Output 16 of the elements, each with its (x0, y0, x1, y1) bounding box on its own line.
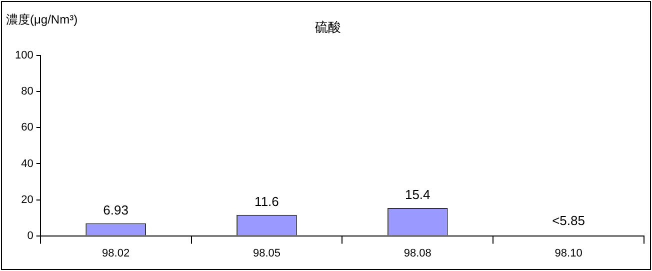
x-tick-label: 98.02 (102, 247, 130, 260)
text: <5.85 (552, 212, 585, 228)
y-tick-label: 20 (21, 194, 34, 206)
x-tick-label: 98.05 (252, 247, 280, 260)
y-tick-label: 0 (27, 230, 34, 242)
y-tick-label: 100 (14, 50, 34, 62)
x-tick-label: 98.10 (554, 247, 582, 260)
y-tick-label: 80 (21, 86, 34, 98)
data-label: 11.6 (254, 194, 279, 209)
y-tick-label: 40 (21, 158, 34, 170)
data-label: 6.93 (103, 202, 128, 218)
x-tick-label: 98.08 (404, 247, 432, 260)
data-label: 15.4 (404, 187, 430, 202)
chart-title: 硫酸 (315, 19, 341, 34)
y-axis-title: 濃度(μg/Nm³) (6, 12, 78, 26)
y-tick-label: 60 (21, 122, 34, 134)
